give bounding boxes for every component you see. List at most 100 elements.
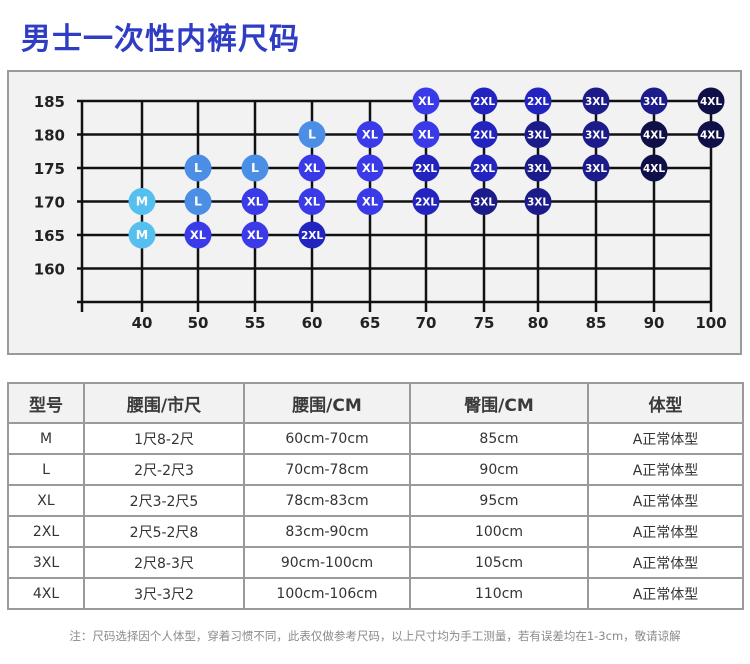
size-marker: 3XL bbox=[640, 87, 668, 115]
size-marker: 2XL bbox=[470, 121, 498, 148]
size-marker-circle bbox=[470, 121, 498, 148]
size-marker-circle bbox=[412, 87, 440, 115]
size-marker-circle bbox=[298, 188, 326, 215]
cell-model: 3XL bbox=[7, 546, 85, 579]
size-marker-circle bbox=[697, 121, 725, 148]
size-marker-label: L bbox=[194, 194, 202, 209]
size-marker: 4XL bbox=[640, 121, 668, 148]
size-marker-label: 3XL bbox=[585, 130, 607, 142]
size-marker-circle bbox=[524, 121, 552, 148]
cell-model: M bbox=[7, 422, 85, 455]
cell-hip-cm: 105cm bbox=[409, 546, 589, 579]
cell-model: 4XL bbox=[7, 577, 85, 610]
size-marker-circle bbox=[470, 87, 498, 115]
size-marker-label: 2XL bbox=[301, 230, 323, 242]
size-marker-circle bbox=[184, 188, 212, 215]
size-marker-label: XL bbox=[190, 228, 207, 242]
size-marker: 4XL bbox=[697, 87, 725, 115]
size-marker: L bbox=[241, 154, 269, 182]
size-marker-circle bbox=[241, 188, 269, 215]
size-marker-circle bbox=[298, 154, 326, 182]
size-marker: XL bbox=[298, 154, 326, 182]
size-marker-label: XL bbox=[247, 195, 264, 209]
size-marker-label: L bbox=[251, 160, 259, 175]
size-marker-circle bbox=[184, 154, 212, 182]
size-marker: XL bbox=[184, 221, 212, 249]
y-tick-label: 175 bbox=[34, 160, 65, 178]
size-marker-label: 2XL bbox=[473, 130, 495, 142]
size-marker-circle bbox=[412, 154, 440, 182]
size-marker: XL bbox=[356, 121, 384, 148]
cell-model: XL bbox=[7, 484, 85, 517]
cell-body-type: A正常体型 bbox=[587, 577, 744, 610]
size-marker-label: M bbox=[136, 227, 148, 242]
cell-body-type: A正常体型 bbox=[587, 453, 744, 486]
size-marker-circle bbox=[356, 154, 384, 182]
table-row: M 1尺8-2尺 60cm-70cm 85cm A正常体型 bbox=[7, 422, 744, 455]
size-marker-circle bbox=[356, 188, 384, 215]
cell-waist-chi: 2尺8-3尺 bbox=[83, 546, 245, 579]
size-marker-circle bbox=[298, 121, 326, 148]
size-marker-label: 4XL bbox=[643, 163, 665, 175]
size-marker: 2XL bbox=[412, 154, 440, 182]
x-tick-label: 80 bbox=[528, 314, 549, 332]
size-marker: M bbox=[128, 188, 156, 215]
cell-body-type: A正常体型 bbox=[587, 546, 744, 579]
size-marker: XL bbox=[298, 188, 326, 215]
size-marker-label: XL bbox=[247, 228, 264, 242]
size-marker-label: 2XL bbox=[527, 96, 549, 108]
size-chart: 185 180 175 170 165 160 40 50 55 60 65 70 75 80 85 90 10… bbox=[7, 70, 742, 355]
size-marker: 3XL bbox=[524, 188, 552, 215]
size-marker: 2XL bbox=[470, 154, 498, 182]
size-marker: 3XL bbox=[470, 188, 498, 215]
size-marker-circle bbox=[356, 121, 384, 148]
size-marker: 3XL bbox=[582, 87, 610, 115]
table-row: 4XL 3尺-3尺2 100cm-106cm 110cm A正常体型 bbox=[7, 577, 744, 610]
cell-body-type: A正常体型 bbox=[587, 484, 744, 517]
cell-waist-chi: 2尺5-2尺8 bbox=[83, 515, 245, 548]
x-tick-label: 65 bbox=[360, 314, 381, 332]
size-marker-circle bbox=[524, 154, 552, 182]
size-marker-label: 3XL bbox=[527, 197, 549, 209]
cell-waist-cm: 100cm-106cm bbox=[243, 577, 411, 610]
size-marker-circle bbox=[241, 221, 269, 249]
size-grid-chart: 185 180 175 170 165 160 40 50 55 60 65 70 75 80 85 90 10… bbox=[34, 87, 727, 332]
size-marker: 3XL bbox=[524, 154, 552, 182]
size-marker: XL bbox=[412, 121, 440, 148]
size-marker: L bbox=[184, 188, 212, 215]
size-marker-circle bbox=[128, 188, 156, 215]
size-marker-circle bbox=[582, 121, 610, 148]
size-marker-circle bbox=[298, 221, 326, 249]
size-table: 型号 腰围/市尺 腰围/CM 臀围/CM 体型 M 1尺8-2尺 60cm-70… bbox=[7, 382, 744, 610]
size-marker: 2XL bbox=[524, 87, 552, 115]
x-tick-label: 90 bbox=[644, 314, 665, 332]
y-tick-label: 160 bbox=[34, 261, 65, 279]
size-marker-circle bbox=[582, 87, 610, 115]
header-model: 型号 bbox=[7, 382, 85, 424]
x-tick-label: 100 bbox=[695, 314, 726, 332]
x-tick-label: 70 bbox=[416, 314, 437, 332]
size-marker-circle bbox=[128, 221, 156, 249]
size-marker-label: 4XL bbox=[643, 130, 665, 142]
size-marker-label: XL bbox=[362, 195, 379, 209]
x-tick-label: 55 bbox=[245, 314, 266, 332]
size-marker-label: XL bbox=[304, 195, 321, 209]
size-marker: XL bbox=[356, 188, 384, 215]
size-marker-label: M bbox=[136, 194, 148, 209]
cell-waist-cm: 78cm-83cm bbox=[243, 484, 411, 517]
cell-body-type: A正常体型 bbox=[587, 515, 744, 548]
cell-hip-cm: 85cm bbox=[409, 422, 589, 455]
size-marker: 3XL bbox=[582, 154, 610, 182]
size-marker: 2XL bbox=[470, 87, 498, 115]
footnote: 注：尺码选择因个人体型，穿着习惯不同，此表仅做参考尺码，以上尺寸均为手工测量，若… bbox=[69, 629, 681, 643]
header-body-type: 体型 bbox=[587, 382, 744, 424]
cell-waist-cm: 60cm-70cm bbox=[243, 422, 411, 455]
x-tick-label: 50 bbox=[188, 314, 209, 332]
cell-waist-cm: 90cm-100cm bbox=[243, 546, 411, 579]
size-marker-circle bbox=[640, 87, 668, 115]
y-tick-label: 185 bbox=[34, 93, 65, 111]
size-marker: XL bbox=[356, 154, 384, 182]
size-marker: XL bbox=[241, 221, 269, 249]
size-marker-circle bbox=[412, 188, 440, 215]
size-marker-circle bbox=[640, 154, 668, 182]
